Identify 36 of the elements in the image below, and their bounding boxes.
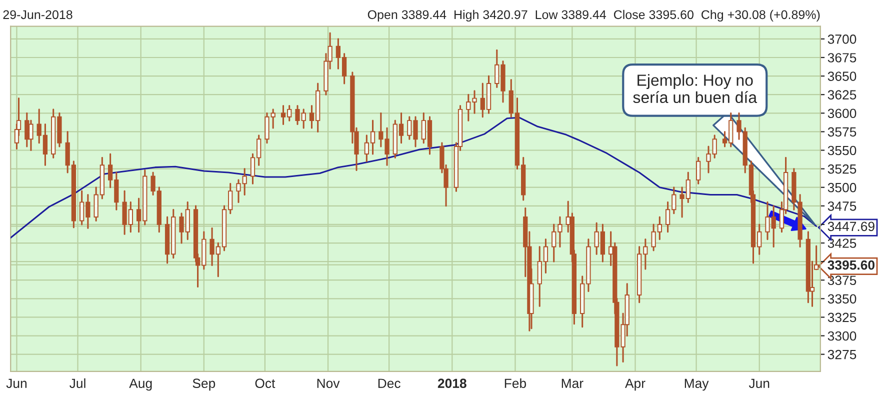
x-tick-label: Mar [562,378,584,388]
x-tick-label: Jul [70,378,86,388]
y-tick-label: 3300 [828,331,856,341]
x-tick-label: Oct [255,378,276,388]
y-tick-label: 3675 [828,53,856,62]
y-tick-label: 3600 [828,108,856,118]
y-tick-label: 3500 [828,182,856,192]
y-tick-label: 3525 [828,164,856,174]
y-tick-label: 3550 [828,146,856,156]
text: Open 3389.44 High 3420.97 Low 3389.44 Close 3395.60 Chg +30.08 (+0.89%) [368,10,820,22]
x-tick-label: Apr [625,378,646,391]
y-tick-label: 3700 [828,34,856,44]
y-tick-label: 3575 [828,127,856,137]
chart-subtitle: 29-Jun-2018 [3,10,72,20]
x-tick-label: Jun [748,378,770,388]
x-tick-label: May [684,378,709,391]
x-tick-label: Dec [378,378,400,388]
y-tick-label: 3350 [828,294,856,304]
y-tick-label: 3425 [828,238,856,248]
y-tick-label: 3475 [828,201,856,211]
y-tick-label: 3447.69 [828,222,874,232]
candlestick [28,120,34,152]
y-tick-label: 3625 [828,90,856,100]
x-tick-label: 2018 [438,378,466,388]
y-tick-label: 3650 [828,72,856,81]
y-tick-label: 3325 [828,312,856,322]
x-tick-label: Jun [6,378,27,388]
x-tick-label: Nov [317,378,340,388]
x-tick-label: Sep [192,378,216,391]
y-tick-label: 3375 [828,276,856,286]
candlestick [696,156,701,184]
y-tick-label: 3275 [828,350,856,360]
y-tick-label: 3395.60 [828,260,874,270]
x-tick-label: Feb [504,378,526,388]
annotation: Ejemplo: Hoy no sería un buen día [633,74,758,104]
x-tick-label: Aug [129,378,152,391]
